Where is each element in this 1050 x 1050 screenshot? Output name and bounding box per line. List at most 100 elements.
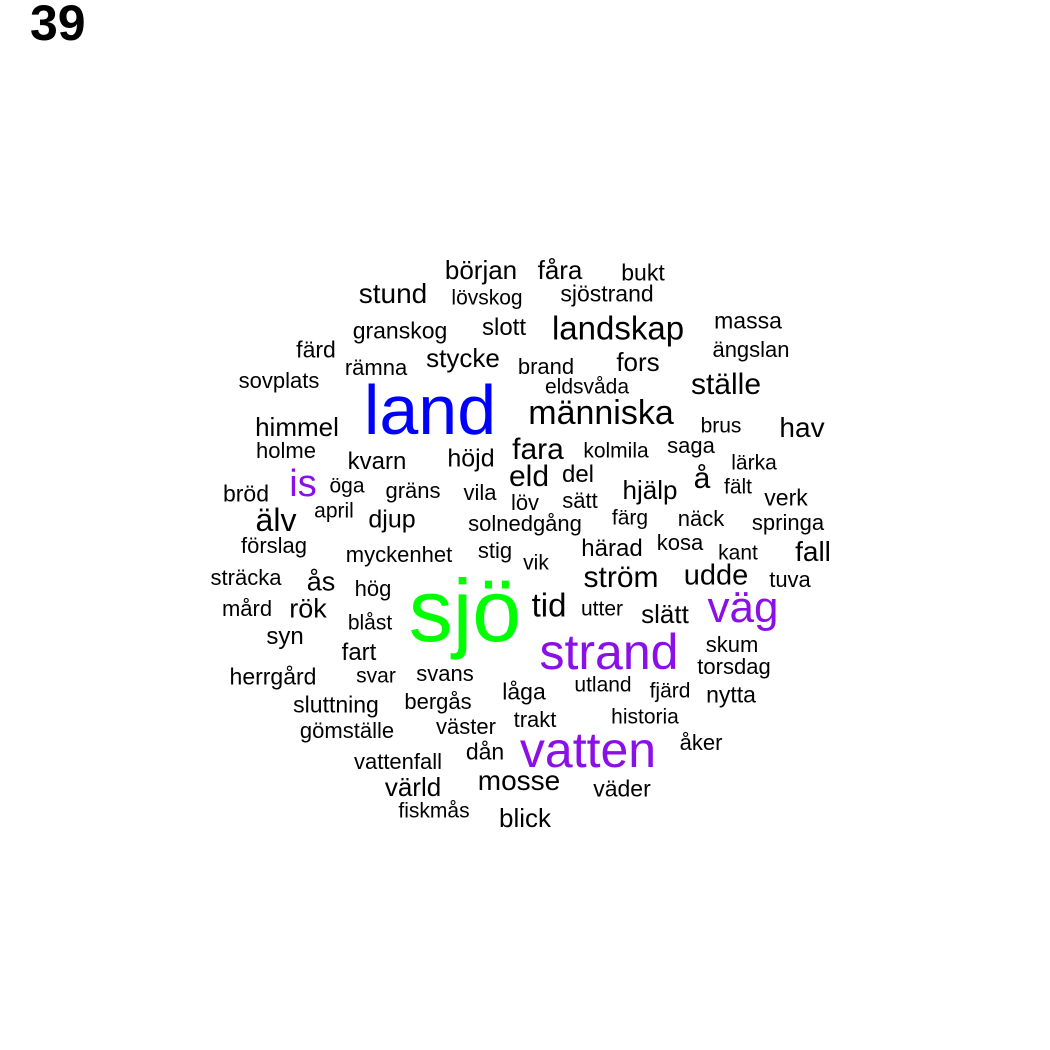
word-oga: öga — [329, 474, 365, 498]
word-massa: massa — [714, 307, 782, 334]
word-larka: lärka — [731, 451, 777, 475]
word-fard: färd — [296, 336, 336, 363]
word-laga: låga — [502, 678, 546, 705]
word-satt: sätt — [562, 488, 598, 513]
word-gomstalle: gömställe — [299, 718, 395, 743]
word-mosse: mosse — [477, 765, 561, 796]
word-stracka: sträcka — [210, 565, 282, 590]
word-sovplats: sovplats — [238, 368, 320, 393]
word-brus: brus — [700, 414, 742, 438]
word-kvarn: kvarn — [347, 448, 407, 475]
word-hav: hav — [779, 412, 825, 443]
word-fors: fors — [616, 347, 660, 377]
word-dan: dån — [465, 738, 505, 765]
word-forslag: förslag — [240, 533, 308, 558]
word-fart: fart — [341, 639, 377, 666]
word-vattenfall: vattenfall — [353, 749, 443, 774]
word-hjalp: hjälp — [622, 475, 678, 505]
word-utter: utter — [580, 597, 624, 621]
word-brand: brand — [517, 354, 575, 379]
word-ramna: rämna — [344, 355, 408, 380]
word-strom: ström — [583, 561, 659, 594]
word-farg: färg — [611, 506, 649, 530]
word-nack: näck — [677, 506, 725, 531]
word-as: ås — [306, 566, 336, 597]
word-fara: fara — [512, 433, 564, 466]
word-sjostrand: sjöstrand — [560, 280, 654, 307]
word-strand: strand — [539, 624, 679, 680]
word-rok: rök — [289, 593, 327, 624]
word-grans: gräns — [385, 478, 441, 503]
word-syn: syn — [266, 623, 304, 650]
word-sjo: sjö — [408, 561, 522, 660]
word-stalle: ställe — [690, 368, 762, 401]
word-vag: väg — [707, 583, 779, 632]
word-fall: fall — [795, 536, 831, 567]
word-falt: fält — [723, 475, 753, 499]
word-skum: skum — [705, 632, 759, 657]
word-slatt: slätt — [641, 599, 689, 629]
word-borjan: början — [444, 255, 518, 285]
word-torsdag: torsdag — [697, 654, 771, 679]
word-blick: blick — [498, 803, 552, 833]
word-hog: hög — [354, 576, 392, 601]
word-aker: åker — [679, 730, 723, 755]
word-djup: djup — [368, 505, 416, 534]
word-brod: bröd — [222, 480, 270, 507]
word-angslan: ängslan — [712, 337, 790, 362]
word-varld: värld — [384, 772, 442, 802]
word-udde: udde — [683, 559, 749, 592]
word-tid: tid — [531, 586, 567, 624]
word-harad: härad — [581, 535, 643, 562]
word-bergas: bergås — [404, 689, 472, 714]
word-vila: vila — [463, 480, 497, 505]
word-springa: springa — [751, 510, 825, 535]
word-stund: stund — [358, 278, 428, 309]
word-stig: stig — [477, 538, 513, 563]
word-sluttning: sluttning — [293, 691, 379, 718]
word-verk: verk — [764, 484, 808, 511]
word-a: å — [693, 462, 711, 495]
word-fara: fåra — [537, 255, 583, 285]
word-is: is — [289, 463, 317, 505]
word-kant: kant — [718, 541, 758, 565]
word-vik: vik — [523, 551, 549, 575]
word-stycke: stycke — [426, 343, 500, 373]
word-blast: blåst — [347, 611, 393, 635]
word-saga: saga — [667, 433, 715, 458]
word-holme: holme — [256, 438, 316, 463]
word-trakt: trakt — [513, 707, 557, 732]
word-landskap: landskap — [551, 309, 685, 347]
word-bukt: bukt — [621, 259, 665, 286]
word-vaster: väster — [436, 714, 496, 739]
word-himmel: himmel — [255, 412, 339, 442]
word-utland: utland — [574, 673, 632, 697]
word-kosa: kosa — [656, 530, 704, 555]
word-alv: älv — [255, 502, 297, 538]
word-eldsvada: eldsvåda — [544, 375, 630, 399]
word-vader: väder — [593, 775, 651, 802]
word-granskog: granskog — [352, 317, 448, 344]
word-april: april — [314, 499, 354, 523]
word-manniska: människa — [528, 394, 674, 432]
word-nytta: nytta — [706, 681, 756, 708]
figure-number: 39 — [30, 0, 86, 51]
word-tuva: tuva — [769, 567, 811, 592]
word-solnedgang: solnedgång — [468, 511, 582, 536]
word-lov: löv — [510, 490, 540, 515]
word-myckenhet: myckenhet — [345, 542, 453, 567]
word-herrgard: herrgård — [229, 663, 317, 690]
word-land: land — [363, 371, 497, 449]
word-del: del — [561, 461, 595, 488]
word-mard: mård — [221, 596, 273, 621]
word-svar: svar — [356, 664, 396, 688]
word-historia: historia — [611, 705, 679, 729]
word-svans: svans — [416, 661, 474, 686]
word-eld: eld — [508, 460, 550, 493]
word-hojd: höjd — [447, 444, 495, 473]
word-kolmila: kolmila — [583, 439, 649, 463]
word-lovskog: lövskog — [451, 286, 523, 310]
word-slott: slott — [481, 314, 527, 341]
word-vatten: vatten — [519, 722, 657, 778]
